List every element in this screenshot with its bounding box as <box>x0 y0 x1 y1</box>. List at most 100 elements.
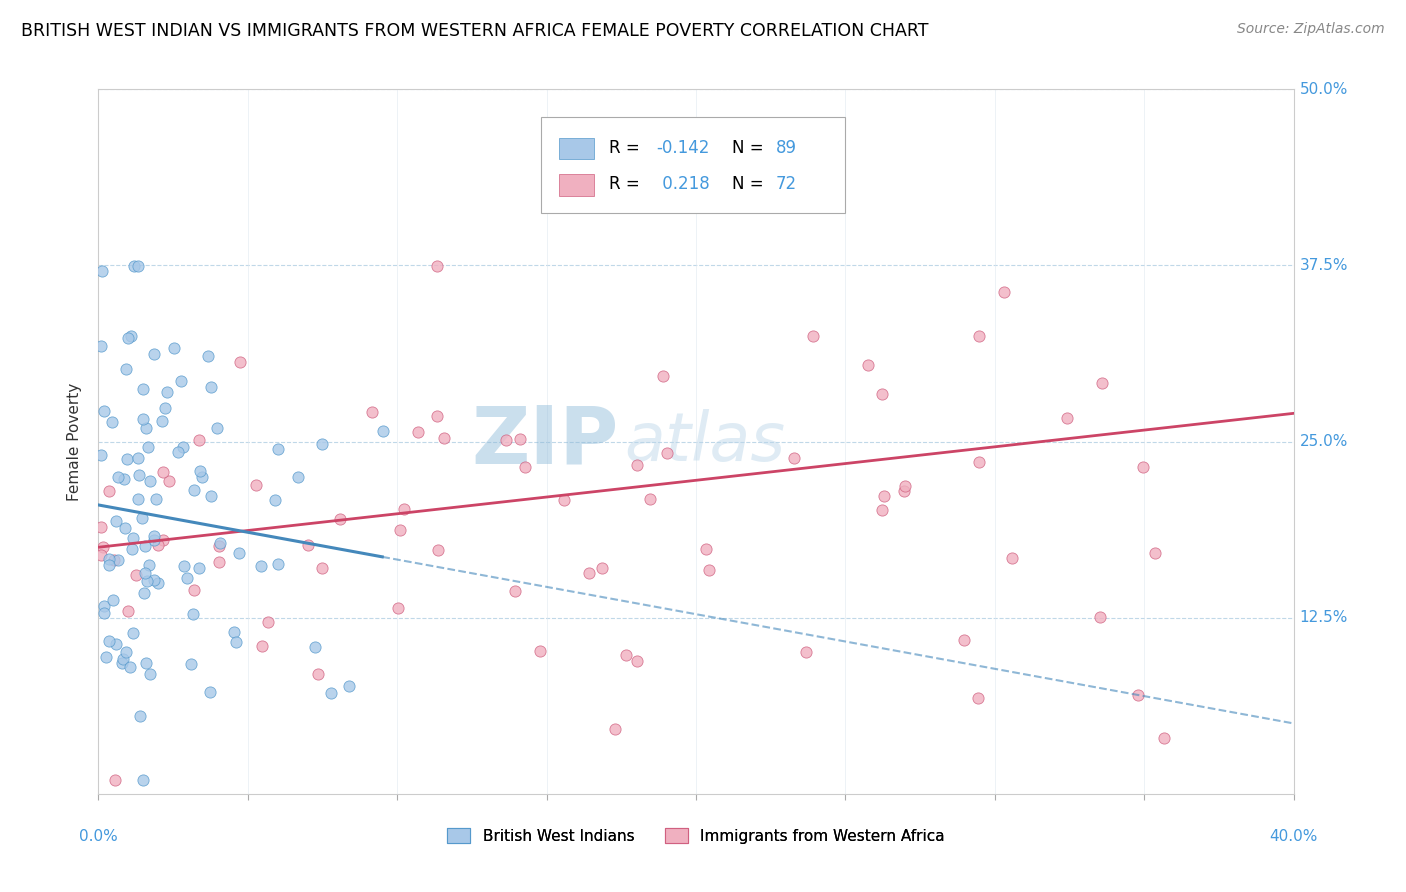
Text: R =: R = <box>609 138 645 157</box>
Point <box>361 404 384 418</box>
Point <box>967 455 990 469</box>
Text: ZIP: ZIP <box>471 402 619 481</box>
Point <box>122 259 145 273</box>
Text: BRITISH WEST INDIAN VS IMMIGRANTS FROM WESTERN AFRICA FEMALE POVERTY CORRELATION: BRITISH WEST INDIAN VS IMMIGRANTS FROM W… <box>21 22 928 40</box>
Point <box>319 686 342 700</box>
Point <box>794 645 817 659</box>
Text: 12.5%: 12.5% <box>1299 610 1348 625</box>
Point <box>967 329 990 343</box>
Point <box>870 503 893 517</box>
Point <box>408 425 430 439</box>
Point <box>115 645 138 659</box>
Point <box>188 561 211 575</box>
Point <box>426 259 449 273</box>
Point <box>187 433 209 447</box>
Point <box>591 561 613 575</box>
Point <box>1001 551 1024 566</box>
Point <box>103 593 125 607</box>
Point <box>134 586 156 600</box>
Point <box>105 637 128 651</box>
Point <box>127 492 149 507</box>
Point <box>208 540 231 554</box>
Point <box>1132 459 1154 474</box>
Point <box>1088 610 1111 624</box>
Point <box>104 514 127 528</box>
Point <box>142 346 165 360</box>
Point <box>93 606 115 620</box>
Text: N =: N = <box>733 138 769 157</box>
Point <box>122 531 145 545</box>
Point <box>529 644 551 658</box>
Point <box>170 374 193 388</box>
Point <box>783 450 806 465</box>
Point <box>90 519 112 533</box>
Point <box>111 657 134 671</box>
Point <box>188 464 211 478</box>
Point <box>135 421 157 435</box>
Point <box>115 362 138 376</box>
Point <box>117 604 139 618</box>
Point <box>388 524 411 538</box>
Point <box>311 436 333 450</box>
Text: 0.0%: 0.0% <box>79 830 118 844</box>
Point <box>183 583 205 598</box>
Point <box>183 483 205 497</box>
Point <box>107 553 129 567</box>
Point <box>90 548 112 562</box>
Text: 25.0%: 25.0% <box>1299 434 1348 449</box>
Point <box>127 451 149 466</box>
Point <box>150 414 173 428</box>
Point <box>101 415 124 429</box>
Point <box>197 349 219 363</box>
Text: 50.0%: 50.0% <box>1299 82 1348 96</box>
Point <box>626 654 648 668</box>
Point <box>98 634 121 648</box>
Text: -0.142: -0.142 <box>657 138 710 157</box>
Point <box>266 557 288 571</box>
Point <box>142 573 165 587</box>
Point <box>392 501 415 516</box>
Legend: British West Indians, Immigrants from Western Africa: British West Indians, Immigrants from We… <box>441 822 950 850</box>
Point <box>257 615 280 630</box>
Point <box>1153 731 1175 746</box>
Point <box>250 558 273 573</box>
FancyBboxPatch shape <box>541 118 845 212</box>
Point <box>626 458 648 472</box>
Text: 37.5%: 37.5% <box>1299 258 1348 273</box>
Point <box>207 421 229 435</box>
Point <box>208 555 231 569</box>
Text: atlas: atlas <box>624 409 786 475</box>
Point <box>121 541 143 556</box>
Point <box>181 607 204 622</box>
Point <box>250 639 273 653</box>
Point <box>103 553 125 567</box>
Bar <box>558 175 595 195</box>
Point <box>117 331 139 345</box>
Point <box>225 635 247 649</box>
Point <box>162 341 184 355</box>
Point <box>157 474 180 488</box>
Point <box>304 640 326 654</box>
Point <box>155 401 177 415</box>
Text: N =: N = <box>733 176 769 194</box>
Point <box>224 625 246 640</box>
Point <box>297 538 319 552</box>
Point <box>245 477 267 491</box>
Point <box>1091 376 1114 390</box>
Point <box>311 561 333 575</box>
Point <box>967 690 990 705</box>
Point <box>120 328 142 343</box>
Point <box>104 772 127 787</box>
Point <box>94 650 117 665</box>
Point <box>107 470 129 484</box>
Text: 40.0%: 40.0% <box>1270 830 1317 844</box>
Point <box>427 542 450 557</box>
Point <box>93 599 115 614</box>
Point <box>1143 546 1166 560</box>
Point <box>132 382 155 396</box>
Point <box>228 354 250 368</box>
Point <box>652 369 675 384</box>
Point <box>111 652 134 666</box>
Point <box>209 536 232 550</box>
Point <box>122 626 145 640</box>
